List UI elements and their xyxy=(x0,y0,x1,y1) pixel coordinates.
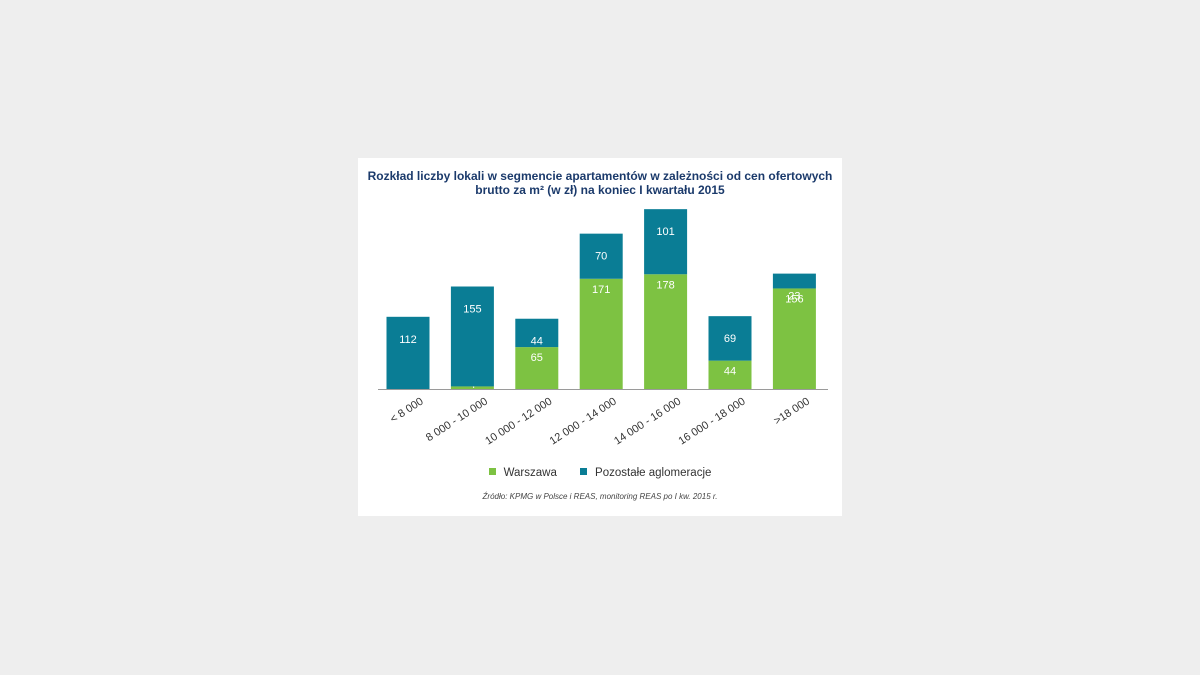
bar-warszawa-5 xyxy=(708,360,752,389)
bar-pozostale-3 xyxy=(579,233,623,279)
bar-pozostale-0 xyxy=(386,316,430,389)
bar-warszawa-4 xyxy=(644,274,688,389)
chart-title-line-2: brutto za m² (w zł) na koniec I kwartału… xyxy=(475,183,725,197)
bar-pozostale-1 xyxy=(450,286,494,387)
legend-item-warszawa: Warszawa xyxy=(488,467,557,479)
bar-value-label-pozostale-3: 70 xyxy=(595,251,607,263)
category-label-6: >18 000 xyxy=(772,395,812,427)
category-label-1: 8 000 - 10 000 xyxy=(424,395,490,444)
chart-card: Rozkład liczby lokali w segmencie aparta… xyxy=(358,158,842,516)
category-label-5: 16 000 - 18 000 xyxy=(676,395,747,447)
bar-value-label-warszawa-2: 65 xyxy=(531,352,543,364)
legend-label-warszawa: Warszawa xyxy=(503,467,557,479)
bar-warszawa-1 xyxy=(450,386,494,389)
chart-legend: Warszawa Pozostałe aglomeracje xyxy=(358,467,842,479)
category-label-2: 10 000 - 12 000 xyxy=(483,395,554,447)
bar-pozostale-5 xyxy=(708,316,752,361)
bar-value-label-pozostale-1: 155 xyxy=(463,304,481,316)
bar-value-label-pozostale-0: 112 xyxy=(399,334,417,346)
category-label-0: < 8 000 xyxy=(388,395,426,425)
bar-value-label-warszawa-3: 171 xyxy=(592,284,610,296)
bar-pozostale-6 xyxy=(772,273,816,289)
bar-warszawa-6 xyxy=(772,288,816,389)
bar-value-label-pozostale-6: 23 xyxy=(788,291,800,303)
bar-warszawa-3 xyxy=(579,278,623,389)
legend-item-pozostale: Pozostałe aglomeracje xyxy=(580,467,711,479)
bar-warszawa-2 xyxy=(515,347,559,389)
bar-value-label-pozostale-4: 101 xyxy=(656,226,674,238)
bar-value-label-pozostale-5: 69 xyxy=(724,333,736,345)
category-label-4: 14 000 - 16 000 xyxy=(612,395,683,447)
bar-value-label-warszawa-4: 178 xyxy=(656,279,674,291)
chart-title-line-1: Rozkład liczby lokali w segmencie aparta… xyxy=(367,169,833,183)
category-label-3: 12 000 - 14 000 xyxy=(548,395,619,447)
chart-source-note: Źródło: KPMG w Polsce i REAS, monitoring… xyxy=(482,492,718,501)
legend-label-pozostale: Pozostałe aglomeracje xyxy=(595,467,712,479)
bar-pozostale-2 xyxy=(515,318,559,348)
legend-swatch-warszawa xyxy=(488,468,496,475)
bar-pozostale-4 xyxy=(644,209,688,275)
legend-swatch-pozostale xyxy=(580,468,588,475)
bar-value-label-warszawa-5: 44 xyxy=(724,366,736,378)
bar-value-label-warszawa-6: 156 xyxy=(785,293,803,305)
bar-value-label-pozostale-2: 44 xyxy=(531,336,543,348)
